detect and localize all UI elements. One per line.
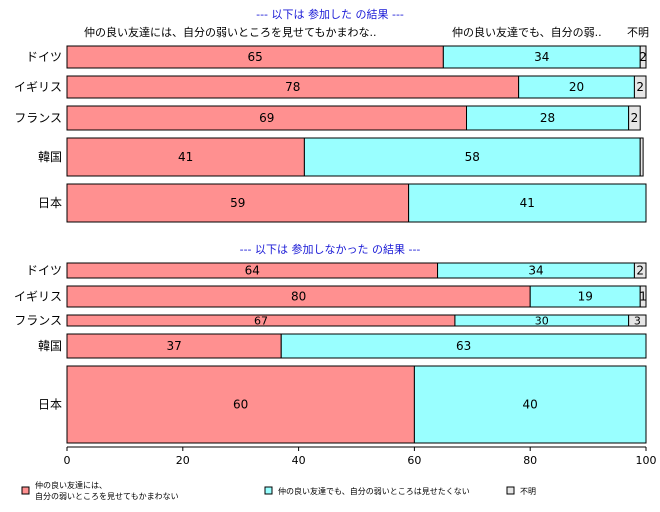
x-tick-label: 20 — [176, 454, 190, 467]
x-tick-label: 100 — [636, 454, 657, 467]
category-label: 日本 — [38, 196, 62, 210]
category-label: イギリス — [14, 290, 62, 304]
bar-segment — [413, 365, 647, 444]
category-label: ドイツ — [26, 264, 62, 278]
legend-label: 仲の良い友達には、 — [35, 480, 107, 490]
data-label: 59 — [230, 196, 245, 210]
data-label: 63 — [456, 339, 471, 353]
legend-swatch — [264, 486, 273, 495]
data-label: 28 — [540, 111, 555, 125]
bar-segment — [66, 137, 305, 177]
data-label: 30 — [535, 315, 549, 328]
data-label: 80 — [291, 290, 306, 304]
bar-segment — [66, 105, 468, 131]
bar-segment — [633, 75, 647, 99]
data-label: 20 — [569, 80, 584, 94]
x-tick-label: 60 — [407, 454, 421, 467]
data-label: 19 — [578, 290, 593, 304]
data-label: 2 — [636, 80, 644, 94]
category-label: イギリス — [14, 80, 62, 94]
bar-segment — [66, 333, 282, 359]
legend-label: 自分の弱いところを見せてもかまわない — [35, 491, 179, 501]
data-label: 67 — [254, 315, 268, 328]
column-header: 不明 — [627, 26, 649, 39]
category-label: ドイツ — [26, 50, 62, 64]
data-label: 69 — [259, 111, 274, 125]
data-label: 34 — [534, 50, 549, 64]
data-label: 64 — [245, 264, 260, 278]
x-tick-label: 80 — [523, 454, 537, 467]
data-label: 41 — [178, 150, 193, 164]
panel-title: --- 以下は 参加した の結果 --- — [256, 7, 404, 21]
bar-segment — [408, 183, 647, 223]
legend-label: 仲の良い友達でも、自分の弱いところは見せたくない — [278, 486, 470, 496]
category-label: 日本 — [38, 398, 62, 412]
bar-segment — [633, 262, 647, 279]
data-label: 41 — [520, 196, 535, 210]
data-label: 2 — [636, 264, 644, 278]
x-tick-label: 40 — [292, 454, 306, 467]
data-label: 37 — [166, 339, 181, 353]
column-header: 仲の良い友達には、自分の弱いところを見せてもかまわな.. — [84, 25, 376, 39]
bar-segment — [639, 285, 647, 308]
data-label: 2 — [631, 111, 639, 125]
legend-swatch — [21, 486, 30, 495]
category-label: 韓国 — [38, 339, 62, 353]
legend-label: 不明 — [520, 487, 536, 496]
bar-segment — [628, 105, 641, 131]
panel-title: --- 以下は 参加しなかった の結果 --- — [240, 242, 421, 256]
x-tick-label: 0 — [64, 454, 71, 467]
data-label: 58 — [465, 150, 480, 164]
bar-segment — [66, 365, 415, 444]
bar-segment — [628, 314, 647, 327]
column-header: 仲の良い友達でも、自分の弱.. — [452, 25, 602, 39]
bar-segment — [639, 137, 644, 177]
data-label: 60 — [233, 398, 248, 412]
data-label: 1 — [639, 290, 647, 304]
legend-swatch — [506, 486, 515, 495]
data-label: 65 — [248, 50, 263, 64]
category-label: フランス — [14, 111, 62, 125]
data-label: 34 — [528, 264, 543, 278]
data-label: 3 — [634, 315, 641, 328]
bar-segment — [639, 45, 647, 69]
category-label: 韓国 — [38, 150, 62, 164]
category-label: フランス — [14, 314, 62, 328]
data-label: 40 — [523, 398, 538, 412]
data-label: 78 — [285, 80, 300, 94]
bar-segment — [280, 333, 647, 359]
data-label: 2 — [639, 50, 647, 64]
